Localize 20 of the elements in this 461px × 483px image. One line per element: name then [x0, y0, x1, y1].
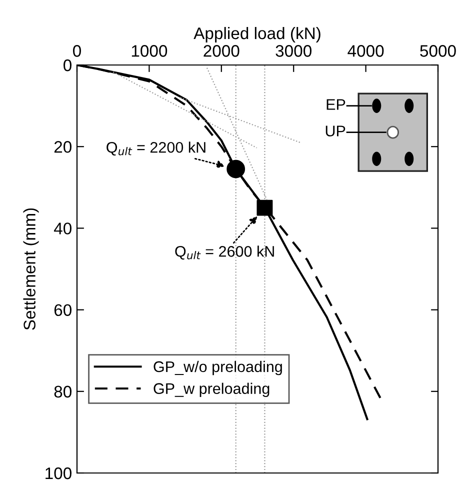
x-tick-label: 3000: [276, 45, 312, 57]
y-tick-label: 100: [46, 467, 72, 480]
annotation: Q$_{ult}$ = 2200 kN: [106, 142, 206, 156]
x-tick-label: 0: [73, 45, 81, 57]
y-tick-label: 60: [54, 304, 72, 316]
annotation: Q$_{ult}$ = 2600 kN: [175, 246, 274, 260]
annotation: UP: [326, 126, 346, 136]
y-tick-label: 20: [54, 141, 72, 153]
x-tick-label: 5000: [420, 45, 456, 57]
x-tick-label: 2000: [204, 45, 240, 57]
x-tick-label: 1000: [132, 45, 168, 57]
y-tick-label: 40: [54, 222, 72, 234]
legend-label: GP_w/o preloading: [154, 360, 282, 376]
y-tick-label: 0: [64, 59, 72, 72]
annotation: EP: [326, 99, 346, 110]
x-tick-label: 4000: [348, 45, 384, 57]
y-axis-title: Settlement (mm): [23, 208, 39, 330]
x-axis-title: Applied load (kN): [194, 26, 320, 43]
legend-label: GP_w preloading: [154, 382, 270, 398]
y-tick-label: 80: [54, 386, 72, 398]
